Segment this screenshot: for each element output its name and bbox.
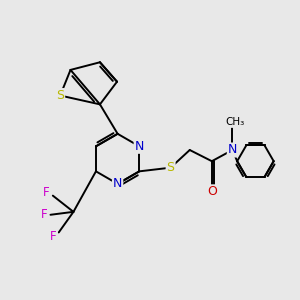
Text: CH₃: CH₃ xyxy=(226,117,245,127)
Text: N: N xyxy=(135,140,144,153)
Text: F: F xyxy=(41,208,47,221)
Text: F: F xyxy=(43,186,50,199)
Text: O: O xyxy=(207,185,217,198)
Text: S: S xyxy=(56,89,64,102)
Text: N: N xyxy=(113,177,122,190)
Text: F: F xyxy=(50,230,57,243)
Text: S: S xyxy=(167,161,175,174)
Text: N: N xyxy=(228,143,237,157)
